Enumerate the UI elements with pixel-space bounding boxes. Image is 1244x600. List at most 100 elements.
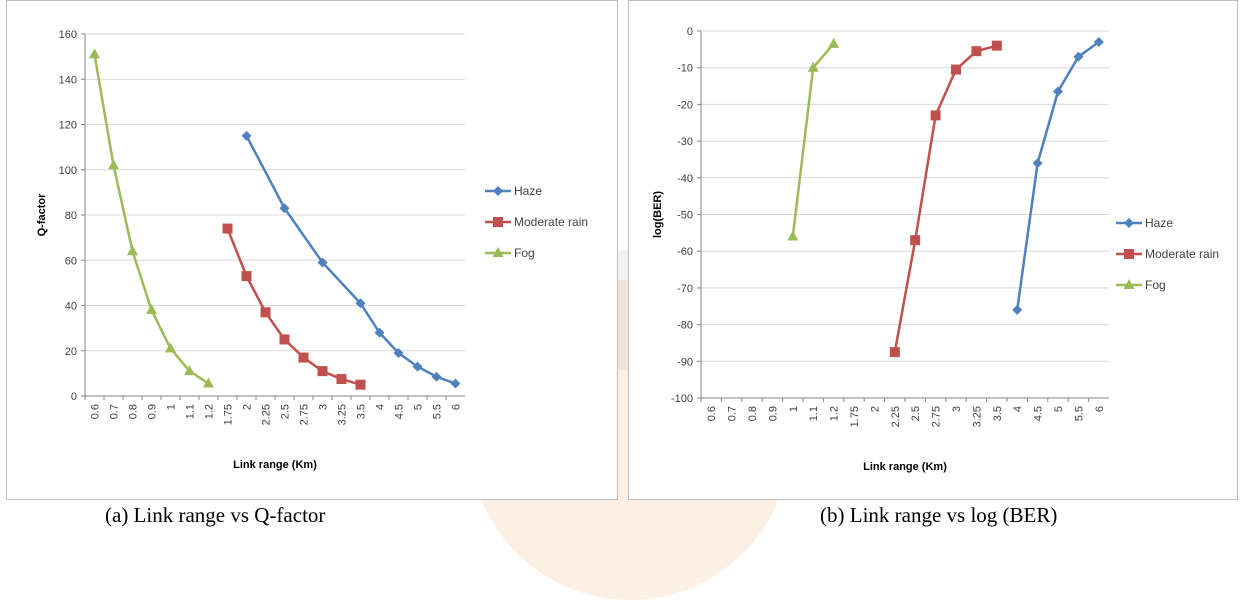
y-tick-label: -100 <box>671 393 693 405</box>
triangle-marker <box>184 365 195 376</box>
y-axis-title: log(BER) <box>652 191 664 238</box>
legend-label: Haze <box>514 184 542 198</box>
caption-b: (b) Link range vs log (BER) <box>820 503 1058 527</box>
x-tick-label: 0.9 <box>147 404 159 419</box>
x-tick-label: 0.7 <box>109 404 121 419</box>
legend-marker <box>492 247 504 257</box>
x-tick-label: 1.75 <box>223 404 235 425</box>
x-tick-label: 6 <box>1094 406 1106 412</box>
series-moderate-rain <box>889 40 1002 358</box>
x-tick-label: 2 <box>869 406 881 412</box>
legend-marker <box>493 186 503 196</box>
series-line <box>893 44 998 353</box>
y-tick-label: 140 <box>59 74 77 86</box>
x-tick-label: 3.5 <box>992 406 1004 421</box>
diamond-marker <box>1093 37 1104 48</box>
triangle-marker <box>203 377 214 388</box>
diamond-marker <box>1073 51 1084 62</box>
y-tick-label: 40 <box>65 301 77 313</box>
x-tick-label: 2.5 <box>910 406 922 421</box>
series-moderate-rain <box>222 223 366 390</box>
x-tick-label: 2.75 <box>299 404 311 425</box>
legend-label: Fog <box>514 246 535 260</box>
y-tick-label: -20 <box>677 99 693 111</box>
square-marker <box>241 271 252 282</box>
x-tick-label: 1 <box>166 404 178 410</box>
x-tick-label: 1.2 <box>204 404 216 419</box>
y-axis-title: Q-factor <box>36 193 48 237</box>
x-tick-label: 2.25 <box>890 406 902 427</box>
series-line <box>791 43 835 237</box>
triangle-marker <box>828 37 840 48</box>
legend-item: Haze <box>1116 216 1173 230</box>
x-tick-label: 0.6 <box>90 404 102 419</box>
square-marker <box>991 40 1002 51</box>
x-tick-label: 2.75 <box>931 406 943 427</box>
diamond-marker <box>1032 158 1043 169</box>
x-tick-label: 5.5 <box>432 404 444 419</box>
square-marker <box>279 334 290 345</box>
x-axis-title: Link range (Km) <box>233 459 317 471</box>
square-marker <box>889 347 900 358</box>
legend-item: Haze <box>485 184 542 198</box>
x-tick-label: 4 <box>375 404 387 410</box>
triangle-marker <box>89 48 100 59</box>
x-tick-label: 0.8 <box>747 406 759 421</box>
y-tick-label: -50 <box>677 210 693 222</box>
legend-label: Fog <box>1145 278 1166 292</box>
x-tick-label: 6 <box>451 404 463 410</box>
x-tick-label: 5 <box>413 404 425 410</box>
x-tick-label: 0.8 <box>128 404 140 419</box>
series-haze <box>1012 37 1104 315</box>
legend-marker <box>1124 218 1134 228</box>
legend-label: Moderate rain <box>514 215 588 229</box>
x-tick-label: 0.9 <box>767 406 779 421</box>
y-tick-label: 60 <box>65 255 77 267</box>
diamond-marker <box>279 203 290 214</box>
triangle-marker <box>127 245 138 256</box>
diamond-marker <box>1012 304 1023 315</box>
triangle-marker <box>807 61 819 72</box>
y-tick-label: -70 <box>677 283 693 295</box>
x-tick-label: 3.25 <box>971 406 983 427</box>
y-tick-label: 100 <box>59 165 77 177</box>
diamond-marker <box>412 361 423 372</box>
x-tick-label: 2 <box>242 404 254 410</box>
square-marker <box>355 379 366 390</box>
x-tick-label: 0.7 <box>727 406 739 421</box>
x-tick-label: 0.6 <box>706 406 718 421</box>
y-tick-label: 0 <box>71 391 77 403</box>
x-axis-title: Link range (Km) <box>863 461 947 473</box>
square-marker <box>910 235 921 246</box>
y-tick-label: 0 <box>687 26 693 38</box>
x-tick-label: 1.1 <box>808 406 820 421</box>
x-tick-label: 4 <box>1012 406 1024 412</box>
legend-marker <box>1124 249 1134 259</box>
x-tick-label: 3.5 <box>356 404 368 419</box>
y-tick-label: -30 <box>677 136 693 148</box>
y-tick-label: -40 <box>677 173 693 185</box>
y-tick-label: 20 <box>65 346 77 358</box>
chart-panel-a: 0 20 40 60 80 100 120 140 160 0.6 0.7 0.8 0.9 1 1.1 1.2… <box>6 0 618 500</box>
square-marker <box>260 307 271 318</box>
triangle-marker <box>787 230 799 241</box>
y-tick-label: 160 <box>59 29 77 41</box>
chart-a-svg: 0 20 40 60 80 100 120 140 160 0.6 0.7 0.8 0.9 1 1.1 1.2… <box>36 29 588 471</box>
x-tick-label: 3 <box>951 406 963 412</box>
series-line <box>226 228 361 386</box>
diamond-marker <box>355 298 366 309</box>
chart-panel-b: 0 -10 -20 -30 -40 -50 -60 -70 -80 -90 -100 0.6 0.7 0.… <box>628 0 1238 500</box>
diamond-marker <box>317 257 328 268</box>
legend-item: Fog <box>1116 278 1166 292</box>
diamond-marker <box>431 371 442 382</box>
y-tick-label: -60 <box>677 246 693 258</box>
square-marker <box>971 46 982 57</box>
y-tick-label: -90 <box>677 356 693 368</box>
square-marker <box>298 352 309 363</box>
y-tick-label: -10 <box>677 63 693 75</box>
legend-item: Moderate rain <box>1116 247 1219 261</box>
series-line <box>1015 40 1100 311</box>
y-tick-label: 80 <box>65 210 77 222</box>
legend-marker <box>1123 279 1135 289</box>
square-marker <box>951 64 961 75</box>
